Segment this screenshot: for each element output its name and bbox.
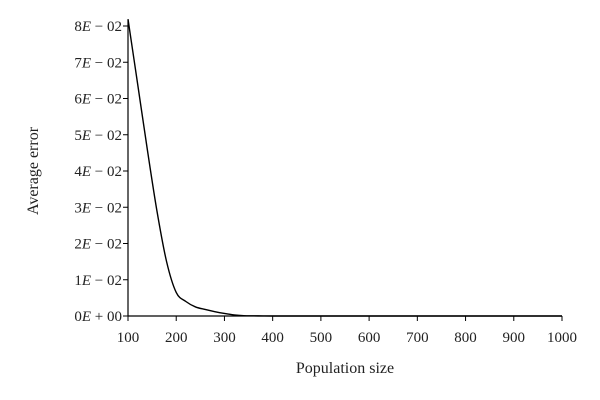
- y-tick-label: 1E − 02: [74, 273, 122, 289]
- y-tick-label: 8E − 02: [74, 19, 122, 35]
- x-tick-label: 600: [358, 330, 381, 346]
- y-tick-label: 4E − 02: [74, 164, 122, 180]
- x-tick-label: 400: [261, 330, 284, 346]
- x-tick-label: 1000: [547, 330, 577, 346]
- y-tick-label: 3E − 02: [74, 200, 122, 216]
- y-tick-label: 5E − 02: [74, 128, 122, 144]
- x-tick-label: 900: [503, 330, 526, 346]
- x-tick-label: 100: [117, 330, 140, 346]
- series-line: [127, 19, 562, 317]
- y-axis-ticks: 0E + 00 1E − 02 2E − 02 3E − 02 4E − 02 5E − …: [74, 19, 128, 325]
- x-tick-label: 800: [454, 330, 477, 346]
- y-tick-label: 2E − 02: [74, 237, 122, 253]
- x-axis-title: Population size: [296, 360, 394, 377]
- y-tick-label: 6E − 02: [74, 92, 122, 108]
- x-tick-label: 700: [406, 330, 429, 346]
- x-axis-ticks: 100 200 300 400 500 600 700 800 900 1000: [117, 316, 577, 346]
- y-tick-label: 0E + 00: [74, 309, 122, 325]
- x-tick-label: 200: [165, 330, 188, 346]
- y-axis-title: Average error: [25, 126, 42, 215]
- x-tick-label: 500: [310, 330, 333, 346]
- y-tick-label: 7E − 02: [74, 55, 122, 71]
- x-tick-label: 300: [213, 330, 236, 346]
